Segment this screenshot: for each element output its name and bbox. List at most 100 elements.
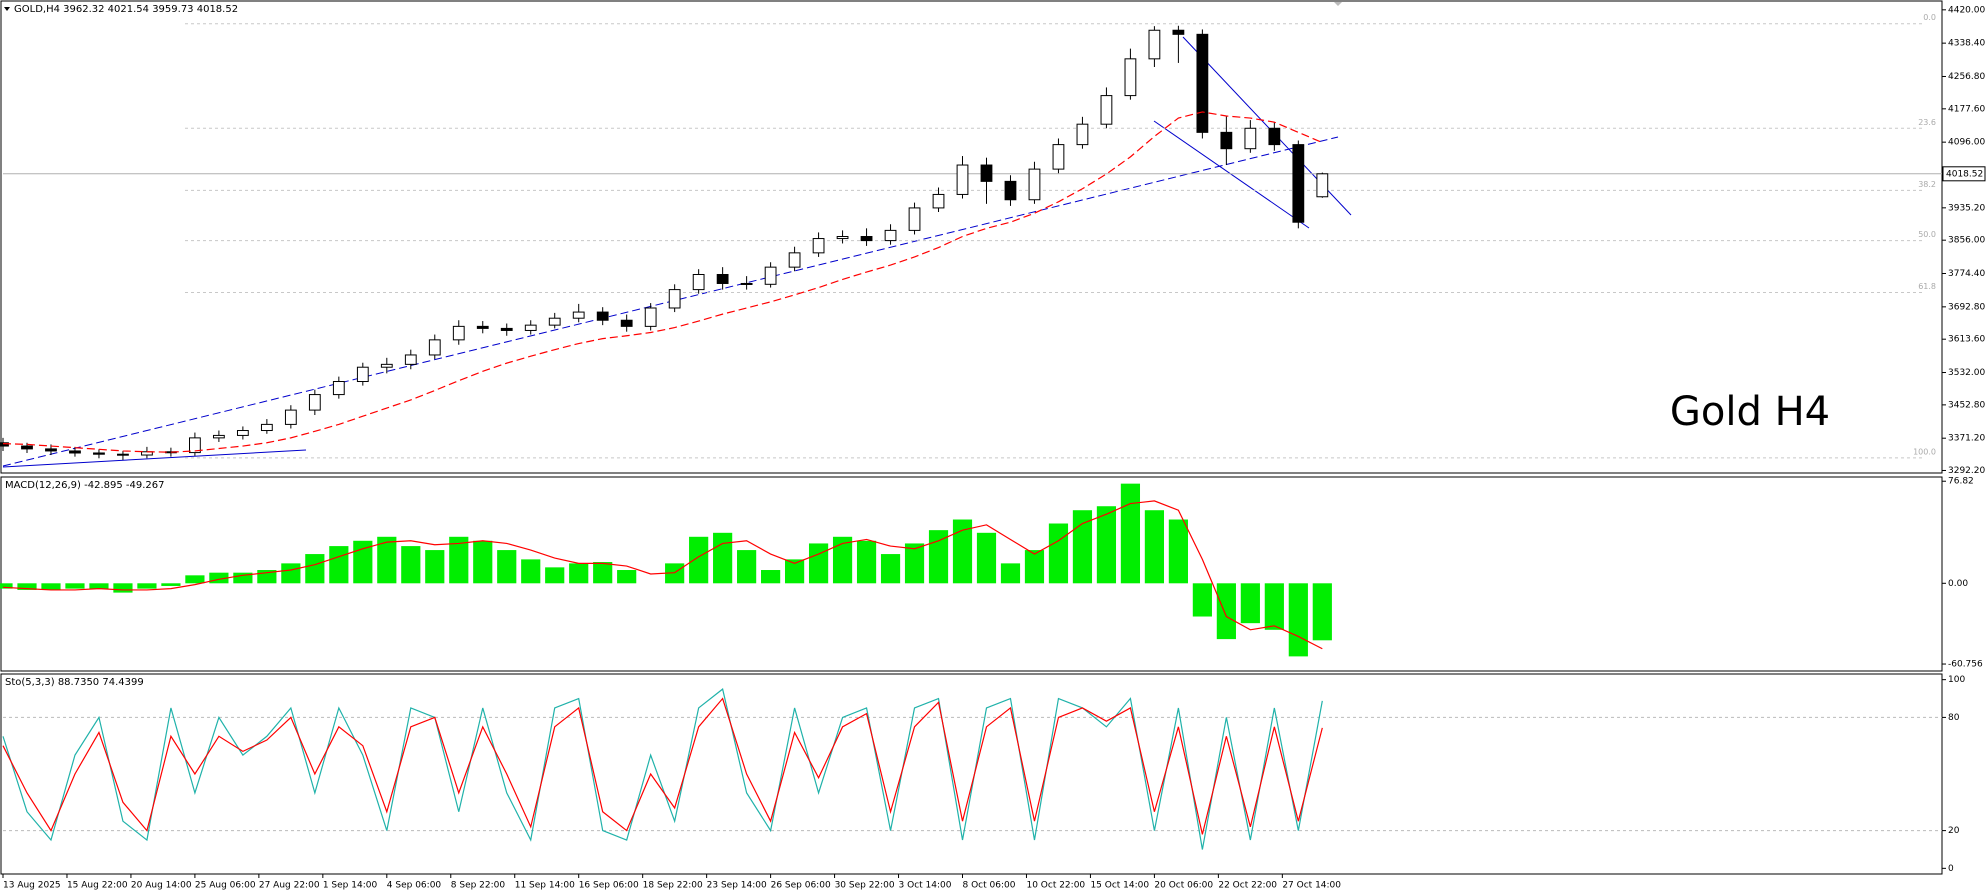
macd-bar xyxy=(689,536,709,584)
macd-bar xyxy=(377,536,397,584)
y-tick-label: 3532.00 xyxy=(1948,368,1985,378)
stoch-line xyxy=(2,697,1323,835)
fib-label: 50.0 xyxy=(1918,230,1936,239)
macd-bar xyxy=(569,563,589,584)
candle-body xyxy=(524,324,537,331)
annotation: Gold H4 xyxy=(1670,389,1830,435)
main-header: GOLD,H4 3962.32 4021.54 3959.73 4018.52 xyxy=(14,4,238,15)
macd-bar xyxy=(401,546,421,584)
macd-bar xyxy=(1072,510,1093,584)
candle-body xyxy=(596,311,609,321)
x-tick-label: 16 Sep 06:00 xyxy=(579,881,639,891)
macd-bar xyxy=(1144,510,1165,584)
x-tick-label: 15 Aug 22:00 xyxy=(67,881,128,891)
moving-average xyxy=(2,111,1323,453)
macd-bar xyxy=(305,554,325,584)
y-tick-label: 4177.60 xyxy=(1948,104,1985,114)
candle-body xyxy=(1244,127,1257,150)
macd-bar xyxy=(1048,523,1069,584)
x-tick-label: 22 Oct 22:00 xyxy=(1218,881,1277,891)
macd-bar xyxy=(1240,583,1260,624)
y-tick-label: 3692.80 xyxy=(1948,302,1985,312)
candle-body xyxy=(644,307,657,327)
candle-body xyxy=(620,319,633,327)
candle-body xyxy=(284,409,297,425)
macd-bar xyxy=(137,583,157,589)
candle-body xyxy=(716,273,729,284)
x-tick-label: 8 Oct 06:00 xyxy=(963,881,1016,891)
x-tick-label: 25 Aug 06:00 xyxy=(195,881,256,891)
candle-body xyxy=(380,363,393,368)
macd-bar xyxy=(1312,583,1332,641)
candle-body xyxy=(260,423,273,432)
fib-label: 23.6 xyxy=(1918,118,1936,127)
menu-icon[interactable] xyxy=(4,7,10,11)
macd-bar xyxy=(89,583,109,589)
x-tick-label: 15 Oct 14:00 xyxy=(1090,881,1149,891)
candle-body xyxy=(236,430,249,436)
stoch-line xyxy=(2,688,1323,850)
macd-bar xyxy=(1096,506,1117,584)
macd-bar xyxy=(737,550,757,584)
macd-bar xyxy=(1288,583,1308,657)
macd-panel-frame xyxy=(0,476,1943,672)
trend-line xyxy=(2,449,307,468)
shift-marker[interactable] xyxy=(1334,2,1342,6)
macd-bar xyxy=(1168,519,1188,584)
x-tick-label: 27 Aug 22:00 xyxy=(259,881,320,891)
macd-bar xyxy=(1192,583,1212,617)
main-panel-frame xyxy=(0,0,1943,474)
macd-bar xyxy=(17,583,37,590)
candle-body xyxy=(1076,123,1089,146)
x-tick-label: 26 Sep 06:00 xyxy=(771,881,831,891)
candle-body xyxy=(117,453,129,456)
x-tick-label: 20 Oct 06:00 xyxy=(1154,881,1213,891)
y-tick-label: 3774.40 xyxy=(1948,269,1985,279)
macd-bar xyxy=(784,559,805,584)
candle-body xyxy=(500,327,513,331)
candle-body xyxy=(1052,144,1065,170)
candle-body xyxy=(332,381,345,396)
x-tick-label: 1 Sep 14:00 xyxy=(323,881,378,891)
macd-bar xyxy=(209,572,229,584)
candle-body xyxy=(812,238,825,254)
y-tick-label: 0.00 xyxy=(1948,579,1968,589)
candle-body xyxy=(428,339,441,356)
candle-body xyxy=(908,207,921,231)
y-tick-label: 4338.40 xyxy=(1948,39,1985,49)
y-tick-label: 3371.20 xyxy=(1948,434,1985,444)
candle-body xyxy=(884,229,897,242)
last-price-label: 4018.52 xyxy=(1946,169,1983,179)
macd-bar xyxy=(449,536,469,584)
macd-bar xyxy=(1216,583,1236,640)
candle-body xyxy=(45,448,57,452)
candle-body xyxy=(836,236,849,240)
y-tick-label: 100 xyxy=(1948,675,1965,685)
macd-bar xyxy=(161,583,181,586)
stoch-header: Sto(5,3,3) 88.7350 74.4399 xyxy=(5,677,144,688)
x-tick-label: 11 Sep 14:00 xyxy=(515,881,575,891)
macd-bar xyxy=(1024,550,1045,584)
y-tick-label: 3452.80 xyxy=(1948,400,1985,410)
fib-label: 61.8 xyxy=(1918,282,1936,291)
y-tick-label: 20 xyxy=(1948,826,1960,836)
macd-bar xyxy=(113,583,133,593)
macd-bar xyxy=(0,583,13,589)
candle-body xyxy=(0,442,9,447)
macd-bar xyxy=(665,563,685,584)
macd-bar xyxy=(808,543,829,584)
candle-body xyxy=(692,273,705,291)
candle-body xyxy=(980,164,993,182)
y-tick-label: 3935.20 xyxy=(1948,203,1985,213)
x-tick-label: 30 Sep 22:00 xyxy=(835,881,895,891)
candle-body xyxy=(1292,144,1305,223)
x-tick-label: 23 Sep 14:00 xyxy=(707,881,767,891)
y-tick-label: -60.756 xyxy=(1948,660,1983,670)
y-tick-label: 3613.60 xyxy=(1948,335,1985,345)
macd-bar xyxy=(497,550,517,584)
candle-body xyxy=(764,266,777,285)
macd-bar xyxy=(856,540,877,584)
candle-body xyxy=(212,434,225,439)
x-tick-label: 18 Sep 22:00 xyxy=(643,881,703,891)
